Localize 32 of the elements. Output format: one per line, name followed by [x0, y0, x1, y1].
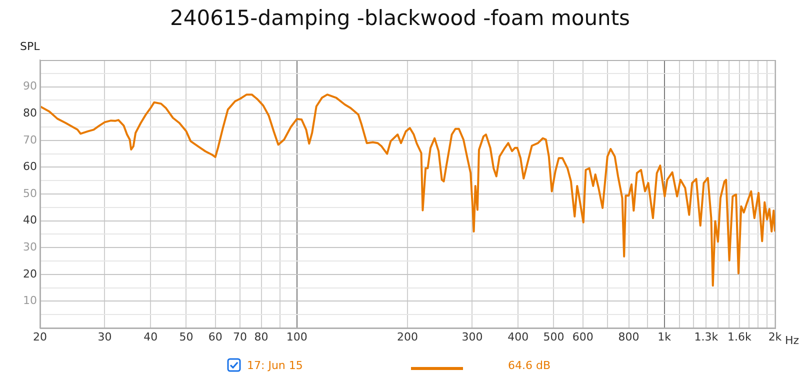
y-tick-label: 90	[23, 80, 37, 93]
x-tick-label: 60	[208, 330, 222, 344]
x-tick-label: 1.6k	[727, 330, 752, 344]
x-axis-title: Hz	[785, 334, 800, 347]
y-tick-label: 80	[23, 106, 37, 120]
x-tick-label: 70	[232, 330, 247, 344]
x-tick-label: 600	[572, 330, 594, 344]
x-tick-label: 500	[543, 330, 564, 344]
x-tick-label: 300	[462, 330, 483, 344]
y-tick-label: 50	[23, 186, 37, 200]
x-tick-label: 100	[286, 330, 308, 344]
x-tick-label: 1.3k	[694, 330, 719, 344]
x-tick-label: 50	[179, 330, 194, 344]
x-tick-label: 1k	[658, 330, 672, 344]
y-tick-label: 30	[23, 240, 37, 254]
y-tick-label: 60	[23, 160, 37, 174]
x-tick-label: 800	[618, 330, 640, 344]
x-tick-label: 20	[33, 330, 47, 344]
y-tick-label: 70	[23, 133, 37, 146]
y-axis-title: SPL	[20, 40, 40, 53]
y-tick-label: 10	[23, 294, 37, 308]
x-tick-label: 400	[508, 330, 529, 344]
y-tick-label: 20	[23, 267, 37, 280]
y-tick-label: 40	[23, 214, 37, 227]
x-tick-label: 2k	[768, 330, 782, 344]
chart-title: 240615-damping -blackwood -foam mounts	[169, 6, 631, 30]
x-tick-label: 80	[254, 330, 268, 344]
text: 64.6 dB	[508, 359, 551, 372]
x-tick-label: 30	[98, 330, 112, 344]
x-tick-label: 40	[144, 330, 158, 344]
text: 17: Jun 15	[247, 358, 303, 372]
x-tick-label: 200	[397, 330, 418, 344]
